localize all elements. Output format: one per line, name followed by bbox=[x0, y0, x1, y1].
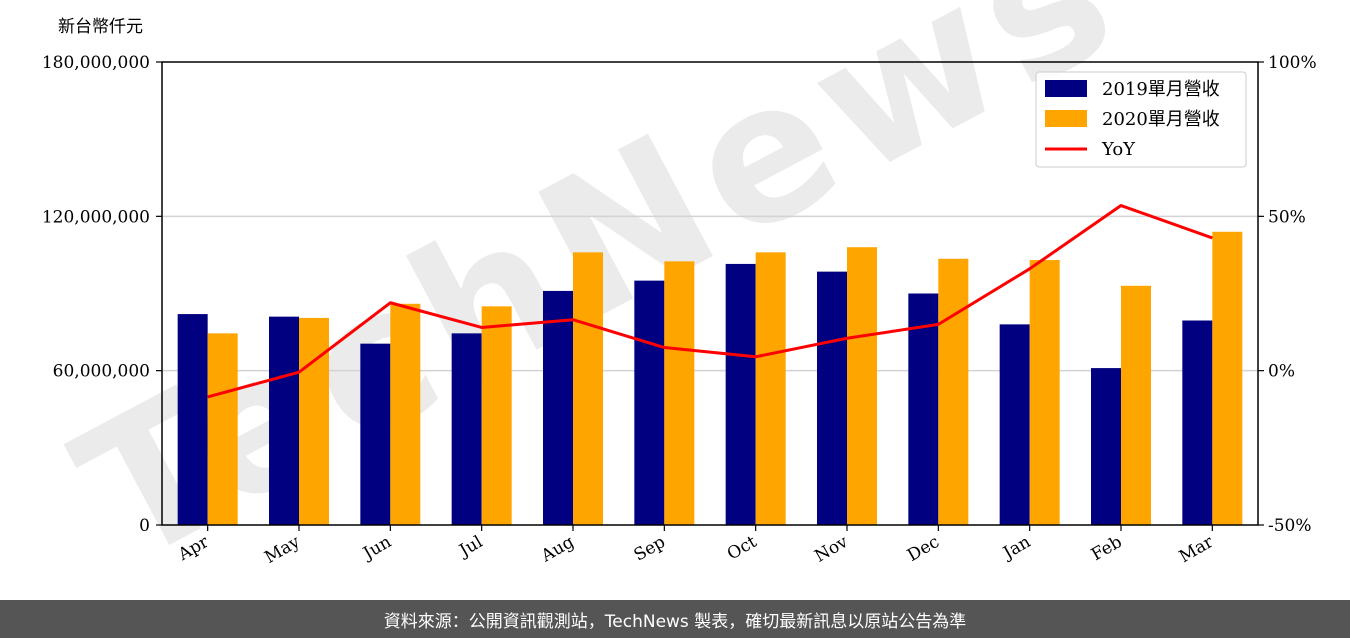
y-left-tick-label: 120,000,000 bbox=[42, 207, 150, 227]
y-left-tick-label: 180,000,000 bbox=[42, 53, 150, 73]
source-footer: 資料來源：公開資訊觀測站，TechNews 製表，確切最新訊息以原站公告為準 bbox=[0, 600, 1350, 638]
legend-label: YoY bbox=[1101, 139, 1136, 160]
x-tick-label: Sep bbox=[631, 532, 669, 566]
bar-2019-sep bbox=[634, 280, 665, 525]
gridlines bbox=[162, 215, 1258, 372]
bar-2020-jan bbox=[1029, 260, 1060, 525]
bar-2019-oct bbox=[725, 263, 756, 525]
bar-2020-aug bbox=[573, 252, 603, 525]
bar-2020-nov bbox=[847, 247, 877, 525]
bar-2020-feb bbox=[1121, 285, 1151, 525]
y-left-tick-label: 0 bbox=[139, 516, 150, 536]
bar-2019-may bbox=[269, 316, 299, 525]
x-tick-label: Jan bbox=[998, 532, 1034, 564]
unit-label: 新台幣仟元 bbox=[58, 17, 143, 37]
bar-2019-feb bbox=[1091, 368, 1121, 525]
bar-2020-jul bbox=[481, 306, 512, 525]
bar-2019-mar bbox=[1182, 320, 1213, 525]
bar-2020-may bbox=[299, 317, 329, 525]
legend-label: 2020單月營收 bbox=[1102, 109, 1220, 130]
bar-2020-oct bbox=[755, 252, 786, 525]
x-tick-label: Aug bbox=[537, 532, 578, 567]
x-tick-label: Oct bbox=[724, 532, 760, 565]
bar-2019-aug bbox=[543, 290, 573, 525]
bar-2019-jan bbox=[999, 324, 1030, 525]
legend-swatch bbox=[1045, 110, 1087, 127]
bar-2019-dec bbox=[908, 293, 939, 525]
x-tick-label: Feb bbox=[1088, 532, 1126, 565]
x-tick-label: Nov bbox=[811, 532, 851, 567]
bar-2019-jul bbox=[451, 333, 482, 525]
x-tick-label: Jul bbox=[454, 532, 486, 562]
x-tick-label: Mar bbox=[1176, 532, 1218, 568]
y-right-tick-label: 50% bbox=[1268, 207, 1306, 227]
yoy-line-layer bbox=[207, 204, 1213, 399]
bar-2020-sep bbox=[664, 261, 695, 525]
legend: 2019單月營收 2020單月營收 YoY bbox=[1035, 71, 1247, 168]
plot-frame bbox=[161, 61, 1259, 526]
bar-2020-dec bbox=[938, 258, 969, 525]
footer-text: 資料來源：公開資訊觀測站，TechNews 製表，確切最新訊息以原站公告為準 bbox=[383, 611, 967, 632]
legend-box bbox=[1035, 71, 1247, 168]
bar-2020-mar bbox=[1212, 231, 1243, 525]
x-tick-label: Dec bbox=[904, 532, 943, 566]
bars bbox=[177, 231, 1243, 525]
bar-2020-jun bbox=[390, 303, 421, 525]
x-tick-label: Jun bbox=[358, 532, 395, 565]
legend-swatch bbox=[1045, 80, 1087, 97]
bar-2019-nov bbox=[817, 271, 847, 525]
y-right-tick-label: 100% bbox=[1268, 53, 1317, 73]
legend-label: 2019單月營收 bbox=[1102, 79, 1220, 100]
bar-2020-apr bbox=[207, 333, 238, 525]
revenue-chart: TechNews 060,000,000120,000,000180,000,0… bbox=[42, 0, 1317, 600]
y-right-tick-label: -50% bbox=[1268, 516, 1312, 536]
y-left-tick-label: 60,000,000 bbox=[53, 362, 150, 382]
bar-2019-jun bbox=[360, 343, 391, 525]
bar-2019-apr bbox=[177, 314, 208, 525]
yoy-line bbox=[207, 204, 1213, 399]
y-right-tick-label: 0% bbox=[1268, 362, 1295, 382]
